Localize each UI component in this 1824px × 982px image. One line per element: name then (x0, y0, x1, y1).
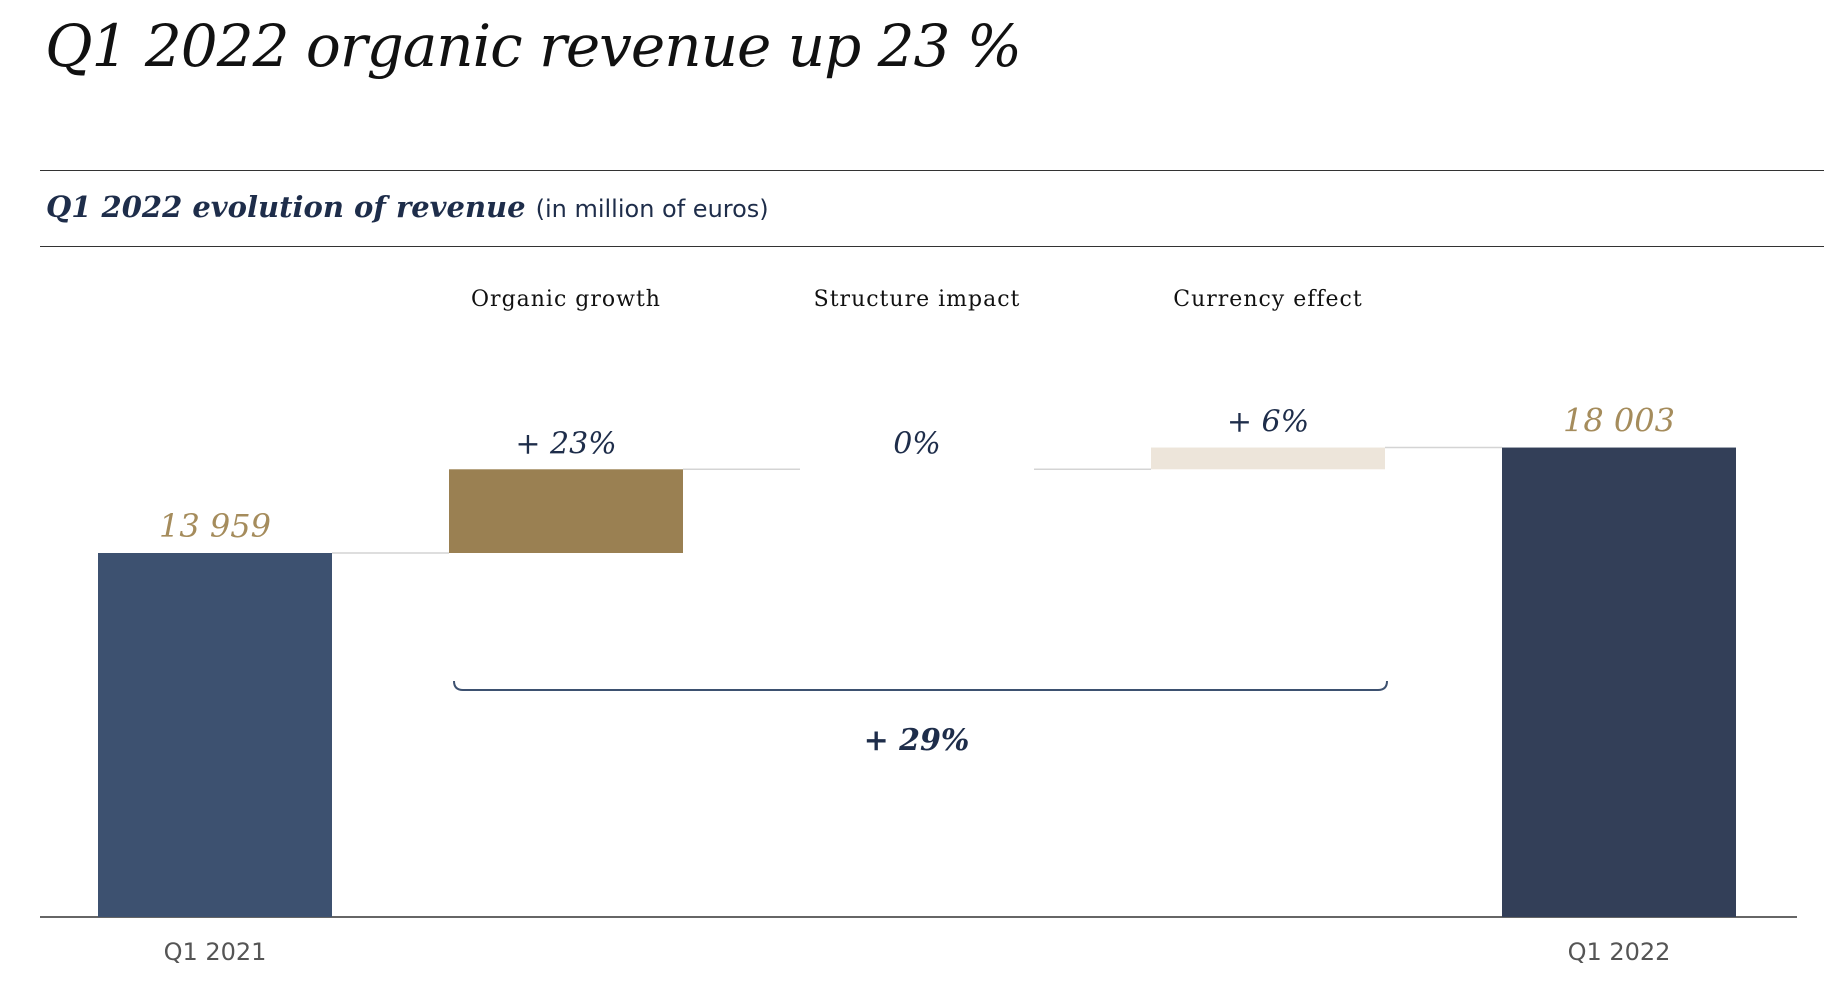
bar-0 (98, 553, 332, 917)
page-title: Q1 2022 organic revenue up 23 % (45, 12, 1022, 80)
header-label-3: Currency effect (1173, 287, 1362, 312)
bar-4 (1502, 447, 1736, 917)
bracket-label: + 29% (864, 723, 970, 758)
value-label-0: 13 959 (159, 507, 271, 545)
chart-heading: Q1 2022 evolution of revenue (in million … (46, 190, 769, 224)
value-label-4: 18 003 (1563, 402, 1675, 440)
chart-unit: (in million of euros) (535, 195, 769, 223)
bar-3 (1151, 447, 1385, 470)
bracket-line (453, 680, 1388, 691)
header-label-1: Organic growth (471, 287, 661, 312)
value-label-2: 0% (893, 426, 941, 461)
bar-1 (449, 469, 683, 553)
axis-label-0: Q1 2021 (164, 938, 267, 966)
bottom-divider (40, 246, 1824, 247)
value-label-3: + 6% (1227, 405, 1309, 440)
top-divider (40, 170, 1824, 171)
header-label-2: Structure impact (814, 287, 1021, 312)
axis-label-4: Q1 2022 (1568, 938, 1671, 966)
chart-title: Q1 2022 evolution of revenue (46, 190, 526, 224)
value-label-1: + 23% (515, 426, 616, 461)
